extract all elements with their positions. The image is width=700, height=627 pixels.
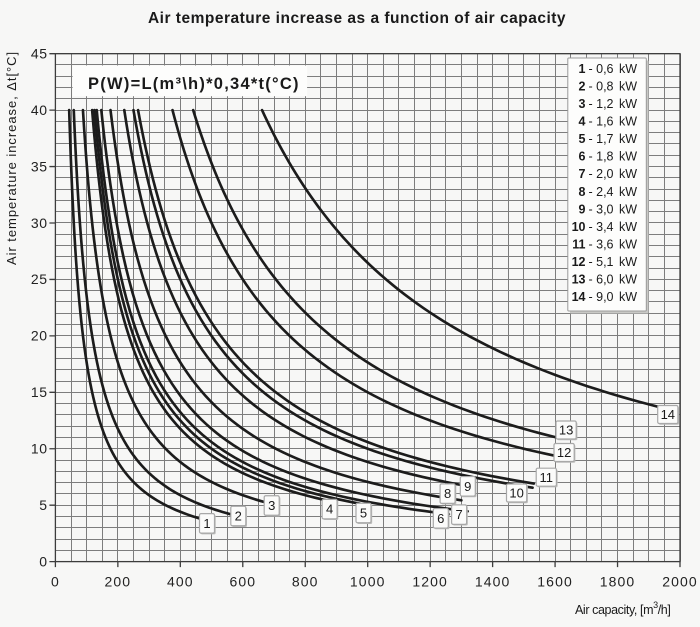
svg-text:kW: kW: [619, 115, 637, 129]
svg-text:13: 13: [559, 423, 573, 438]
svg-text:kW: kW: [619, 290, 637, 304]
svg-text:- 1,6: - 1,6: [589, 115, 614, 129]
svg-text:7: 7: [579, 167, 586, 181]
svg-text:0: 0: [51, 574, 60, 590]
svg-text:11: 11: [540, 470, 554, 485]
svg-text:- 1,2: - 1,2: [589, 97, 614, 111]
svg-text:1: 1: [203, 516, 210, 531]
svg-text:- 2,4: - 2,4: [589, 185, 614, 199]
svg-text:8: 8: [579, 185, 586, 199]
svg-text:9: 9: [464, 479, 471, 494]
svg-text:kW: kW: [619, 202, 637, 216]
svg-text:- 0,6: - 0,6: [589, 62, 614, 76]
svg-text:kW: kW: [619, 272, 637, 286]
svg-text:kW: kW: [619, 167, 637, 181]
svg-text:200: 200: [105, 574, 132, 590]
svg-text:10: 10: [572, 220, 586, 234]
svg-text:12: 12: [572, 255, 586, 269]
svg-text:1: 1: [579, 62, 586, 76]
svg-text:1800: 1800: [600, 574, 636, 590]
svg-text:15: 15: [31, 384, 48, 400]
svg-text:5: 5: [360, 506, 367, 521]
svg-text:0: 0: [39, 553, 47, 569]
svg-text:kW: kW: [619, 80, 637, 94]
svg-text:3: 3: [268, 498, 275, 513]
svg-text:35: 35: [31, 158, 48, 174]
svg-text:30: 30: [31, 215, 48, 231]
svg-text:- 3,4: - 3,4: [589, 220, 614, 234]
svg-text:8: 8: [444, 486, 451, 501]
svg-text:3: 3: [579, 97, 586, 111]
svg-text:- 0,8: - 0,8: [589, 80, 614, 94]
svg-text:- 9,0: - 9,0: [589, 290, 614, 304]
svg-text:- 3,6: - 3,6: [589, 237, 614, 251]
svg-text:Air temperature increase as a: Air temperature increase as a function o…: [148, 10, 566, 27]
svg-text:kW: kW: [619, 132, 637, 146]
svg-text:4: 4: [326, 502, 333, 517]
svg-text:25: 25: [31, 271, 48, 287]
svg-text:kW: kW: [619, 255, 637, 269]
svg-text:13: 13: [572, 272, 586, 286]
svg-text:9: 9: [579, 202, 586, 216]
svg-text:1400: 1400: [475, 574, 511, 590]
svg-text:400: 400: [167, 574, 194, 590]
svg-text:11: 11: [572, 237, 585, 251]
svg-text:14: 14: [572, 290, 586, 304]
svg-text:- 6,0: - 6,0: [589, 272, 614, 286]
svg-text:kW: kW: [619, 237, 637, 251]
svg-text:800: 800: [292, 574, 319, 590]
svg-text:600: 600: [229, 574, 256, 590]
svg-text:kW: kW: [619, 220, 637, 234]
svg-text:- 3,0: - 3,0: [589, 202, 614, 216]
svg-text:6: 6: [579, 150, 586, 164]
svg-text:20: 20: [31, 328, 48, 344]
svg-text:14: 14: [661, 407, 675, 422]
svg-text:2000: 2000: [662, 574, 698, 590]
svg-text:1000: 1000: [350, 574, 386, 590]
svg-text:10: 10: [509, 486, 523, 501]
svg-text:- 5,1: - 5,1: [589, 255, 614, 269]
svg-text:- 1,7: - 1,7: [589, 132, 614, 146]
svg-text:1200: 1200: [412, 574, 448, 590]
svg-text:- 1,8: - 1,8: [589, 150, 614, 164]
svg-text:Air temperature increase, Δt[°: Air temperature increase, Δt[°C]: [4, 51, 19, 265]
svg-text:kW: kW: [619, 185, 637, 199]
svg-text:6: 6: [437, 511, 444, 526]
svg-text:Air capacity, [m3/h]: Air capacity, [m3/h]: [575, 600, 670, 617]
svg-text:- 2,0: - 2,0: [589, 167, 614, 181]
svg-text:40: 40: [31, 102, 48, 118]
svg-text:10: 10: [31, 441, 48, 457]
svg-text:kW: kW: [619, 150, 637, 164]
svg-text:P(W)=L(m³\h)*0,34*t(°C): P(W)=L(m³\h)*0,34*t(°C): [88, 75, 300, 93]
svg-text:kW: kW: [619, 62, 637, 76]
svg-text:5: 5: [39, 497, 47, 513]
svg-text:5: 5: [579, 132, 586, 146]
svg-text:45: 45: [31, 45, 48, 61]
svg-text:2: 2: [235, 509, 242, 524]
svg-text:kW: kW: [619, 97, 637, 111]
svg-text:7: 7: [455, 507, 462, 522]
svg-text:1600: 1600: [537, 574, 573, 590]
svg-text:4: 4: [579, 115, 586, 129]
svg-text:2: 2: [579, 80, 586, 94]
svg-text:12: 12: [557, 445, 571, 460]
